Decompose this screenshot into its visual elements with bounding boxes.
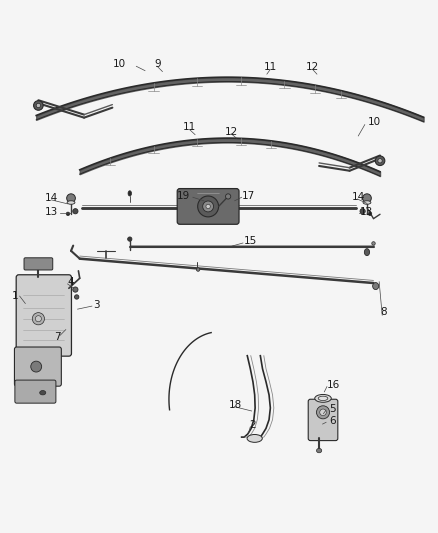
- Ellipse shape: [67, 194, 75, 203]
- Text: 13: 13: [360, 207, 373, 217]
- Text: 18: 18: [229, 400, 242, 410]
- Text: 5: 5: [329, 404, 336, 414]
- Ellipse shape: [368, 212, 372, 215]
- Ellipse shape: [73, 287, 78, 292]
- Ellipse shape: [67, 201, 75, 204]
- Text: 12: 12: [306, 62, 319, 72]
- Ellipse shape: [373, 282, 379, 289]
- Text: 11: 11: [264, 62, 277, 72]
- Ellipse shape: [317, 448, 322, 453]
- FancyBboxPatch shape: [24, 258, 53, 270]
- Ellipse shape: [206, 204, 210, 208]
- Ellipse shape: [363, 194, 371, 203]
- Ellipse shape: [198, 196, 219, 217]
- Ellipse shape: [364, 249, 370, 256]
- FancyBboxPatch shape: [177, 189, 239, 224]
- Text: 7: 7: [54, 332, 60, 342]
- Text: 6: 6: [329, 416, 336, 426]
- Text: 16: 16: [326, 380, 339, 390]
- Ellipse shape: [31, 361, 42, 372]
- Text: 4: 4: [68, 277, 74, 287]
- Ellipse shape: [32, 313, 45, 325]
- Text: 8: 8: [380, 307, 387, 317]
- FancyBboxPatch shape: [16, 275, 71, 356]
- Text: 19: 19: [177, 191, 190, 201]
- Ellipse shape: [378, 158, 382, 163]
- Text: 12: 12: [225, 126, 238, 136]
- Ellipse shape: [318, 396, 328, 400]
- Text: 14: 14: [45, 193, 58, 203]
- Ellipse shape: [226, 194, 231, 199]
- Ellipse shape: [34, 101, 43, 110]
- Text: 2: 2: [250, 421, 256, 430]
- Ellipse shape: [247, 434, 262, 442]
- Ellipse shape: [40, 391, 46, 395]
- FancyBboxPatch shape: [308, 399, 338, 441]
- Ellipse shape: [317, 406, 329, 419]
- Ellipse shape: [127, 237, 132, 241]
- Text: 15: 15: [244, 236, 257, 246]
- Ellipse shape: [320, 409, 326, 416]
- Ellipse shape: [375, 156, 385, 166]
- Ellipse shape: [36, 103, 41, 108]
- Text: 10: 10: [113, 59, 126, 69]
- Text: 9: 9: [154, 59, 160, 69]
- Ellipse shape: [74, 295, 79, 299]
- Ellipse shape: [196, 268, 200, 271]
- FancyBboxPatch shape: [14, 347, 61, 386]
- Ellipse shape: [73, 208, 78, 214]
- Ellipse shape: [66, 212, 70, 215]
- Text: 10: 10: [368, 117, 381, 127]
- Ellipse shape: [360, 208, 365, 214]
- Text: 13: 13: [45, 207, 58, 217]
- Text: 17: 17: [242, 191, 255, 201]
- Ellipse shape: [128, 191, 131, 196]
- Text: 3: 3: [93, 300, 99, 310]
- Ellipse shape: [203, 201, 214, 212]
- FancyBboxPatch shape: [15, 380, 56, 403]
- Text: 14: 14: [352, 192, 365, 202]
- Ellipse shape: [363, 201, 371, 204]
- Ellipse shape: [372, 241, 375, 245]
- Ellipse shape: [315, 394, 331, 402]
- Text: 11: 11: [183, 122, 196, 132]
- Ellipse shape: [35, 316, 42, 322]
- Text: 1: 1: [12, 291, 19, 301]
